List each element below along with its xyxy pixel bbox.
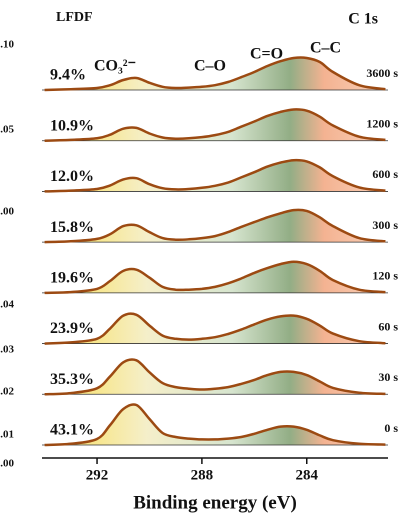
left-axis-label: 0.04 <box>0 299 15 311</box>
percent-label: 9.4% <box>50 67 86 84</box>
x-tick-label: 292 <box>86 467 109 483</box>
spectrum-line <box>44 56 386 92</box>
percent-label: 23.9% <box>50 320 94 337</box>
annotation: C=O <box>250 46 283 63</box>
annotation: C–C <box>310 40 341 57</box>
left-axis-label: 0.05 <box>0 124 15 136</box>
x-axis-label: Binding energy (eV) <box>133 492 297 513</box>
series-label: 30 s <box>378 370 398 384</box>
component-fill <box>44 57 386 90</box>
series-label: 3600 s <box>366 66 398 80</box>
percent-label: 19.6% <box>50 270 94 287</box>
component-fill <box>44 209 386 243</box>
series-label: 300 s <box>372 218 398 232</box>
series-label: 0 s <box>384 421 398 435</box>
component-fill <box>44 359 386 395</box>
series-label: 600 s <box>372 167 398 181</box>
left-axis-label: 0.00 <box>0 206 15 218</box>
percent-label: 10.9% <box>50 117 94 134</box>
component-fill <box>44 109 386 141</box>
series-label: 1200 s <box>366 116 398 130</box>
percent-label: 43.1% <box>50 422 94 439</box>
spectrum-line <box>44 208 386 244</box>
component-fill <box>44 160 386 192</box>
left-axis-label: .10 <box>0 39 14 51</box>
percent-label: 15.8% <box>50 219 94 236</box>
series-label: 120 s <box>372 269 398 283</box>
x-tick-label: 288 <box>191 467 214 483</box>
chart-subtitle: C 1s <box>348 11 378 28</box>
percent-label: 35.3% <box>50 371 94 388</box>
left-axis-label: 0.00 <box>0 458 15 470</box>
spectrum-line <box>44 358 386 396</box>
spectrum-line <box>44 312 386 345</box>
percent-label: 12.0% <box>50 168 94 185</box>
left-axis-label: 0.01 <box>0 429 14 441</box>
left-axis-label: 0.03 <box>0 344 15 356</box>
spectrum-line <box>44 158 386 193</box>
spectrum-line <box>44 260 386 295</box>
annotation: C–O <box>194 58 226 75</box>
spectrum-line <box>44 403 386 447</box>
left-axis-label: 0.02 <box>0 386 15 398</box>
x-tick-label: 284 <box>295 467 318 483</box>
spectrum-line <box>44 108 386 142</box>
component-fill <box>44 313 386 344</box>
component-fill <box>44 404 386 445</box>
annotation: CO₃²⁻ <box>94 58 136 75</box>
series-label: 60 s <box>378 319 398 333</box>
chart-title: LFDF <box>56 10 93 25</box>
